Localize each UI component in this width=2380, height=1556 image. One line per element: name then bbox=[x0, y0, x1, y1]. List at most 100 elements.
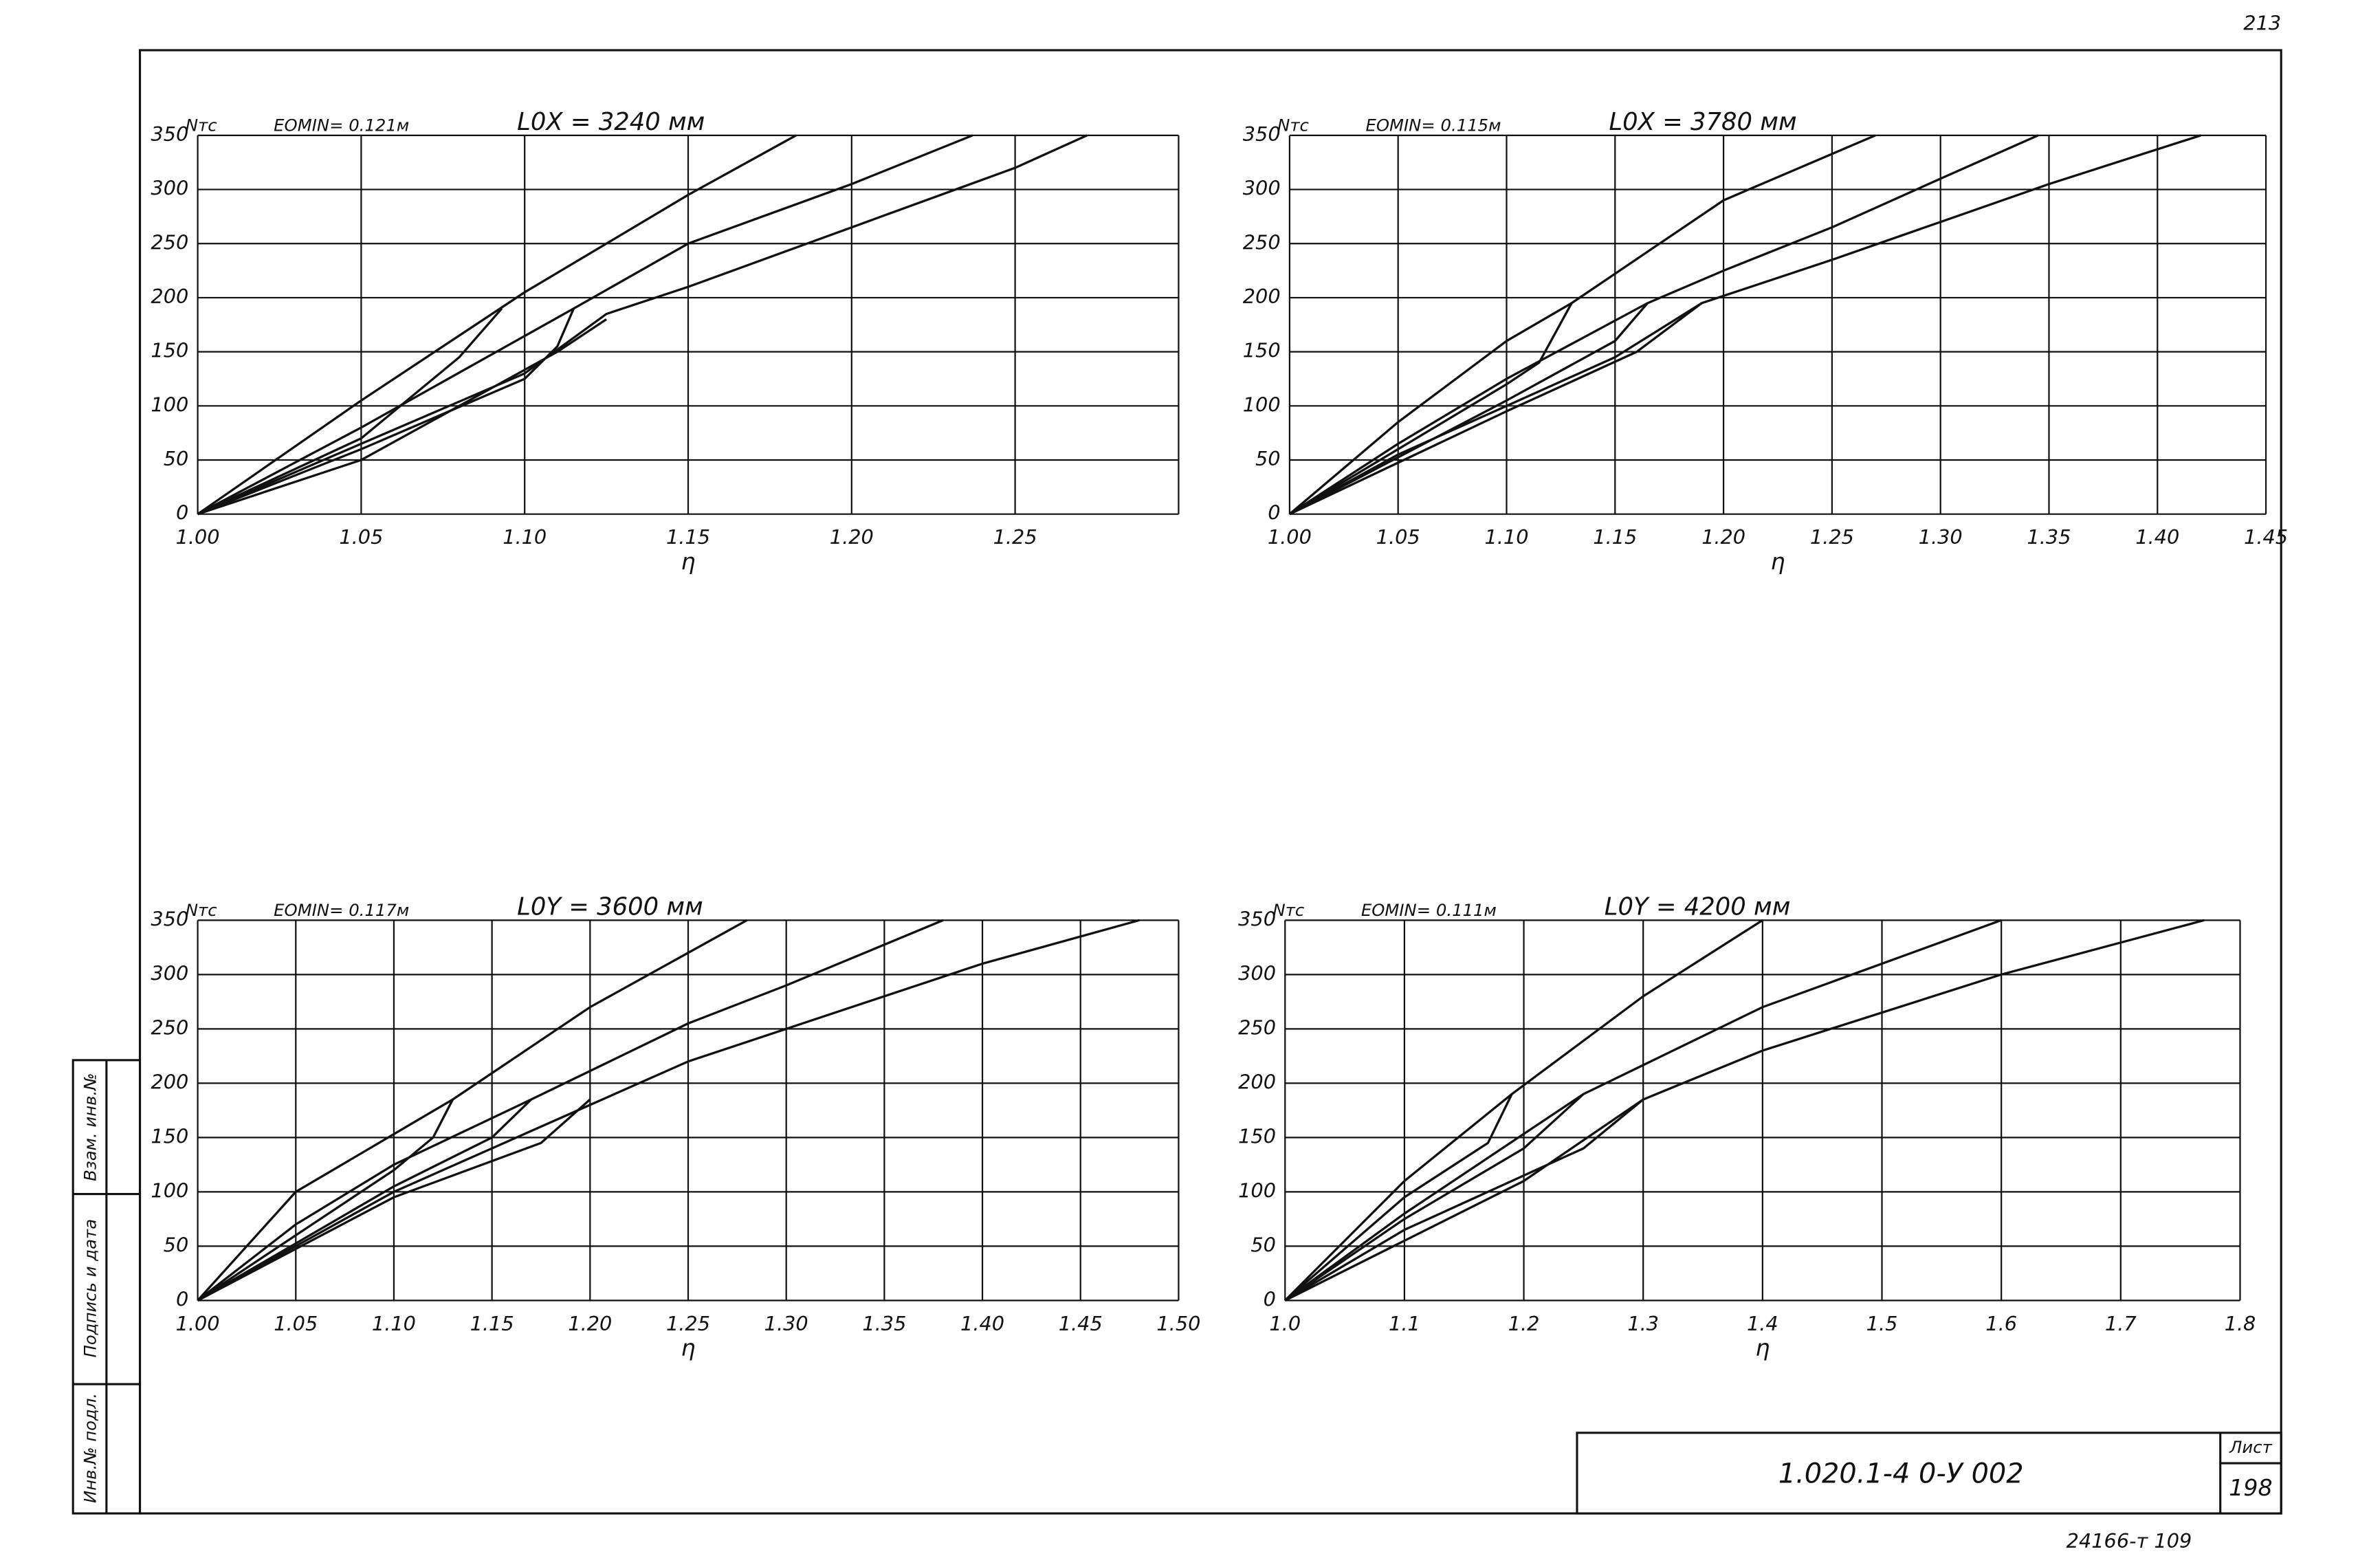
x-axis-label: η bbox=[1755, 1335, 1770, 1361]
x-tick-label: 1.25 bbox=[666, 1312, 710, 1335]
curve bbox=[197, 134, 973, 516]
x-tick-label: 1.40 bbox=[960, 1312, 1004, 1335]
y-tick-label: 200 bbox=[151, 1070, 188, 1093]
x-tick-label: 1.05 bbox=[339, 525, 383, 549]
y-axis-label: Nтс bbox=[186, 900, 217, 920]
curve bbox=[1284, 1093, 1585, 1302]
y-tick-label: 0 bbox=[1268, 501, 1280, 525]
x-tick-label: 1.20 bbox=[1701, 525, 1745, 549]
y-tick-label: 150 bbox=[151, 1124, 188, 1148]
curve bbox=[1289, 302, 1703, 516]
y-tick-label: 50 bbox=[1250, 1233, 1276, 1256]
y-tick-label: 150 bbox=[1238, 1124, 1276, 1148]
y-tick-label: 0 bbox=[1264, 1287, 1276, 1311]
curve bbox=[1289, 303, 1573, 516]
y-tick-label: 100 bbox=[1238, 1179, 1276, 1202]
chart-subtitle: EOMIN= 0.111м bbox=[1361, 900, 1497, 920]
x-tick-label: 1.05 bbox=[274, 1312, 318, 1335]
title-block bbox=[1576, 1432, 2282, 1515]
x-tick-label: 1.30 bbox=[764, 1312, 808, 1335]
chart-subtitle: EOMIN= 0.115м bbox=[1366, 116, 1501, 135]
x-tick-label: 1.7 bbox=[2105, 1312, 2137, 1335]
curve bbox=[197, 919, 748, 1302]
y-tick-label: 250 bbox=[1238, 1016, 1276, 1039]
y-tick-label: 300 bbox=[1238, 961, 1276, 985]
x-tick-label: 1.8 bbox=[2225, 1312, 2256, 1335]
x-tick-label: 1.45 bbox=[2244, 525, 2288, 549]
y-tick-label: 350 bbox=[1238, 907, 1276, 930]
chart-title: L0Y = 4200 мм bbox=[1605, 893, 1791, 921]
y-tick-label: 200 bbox=[151, 285, 188, 308]
x-axis-label: η bbox=[1770, 548, 1785, 575]
stamp-label: Взам. инв.№ bbox=[80, 1073, 100, 1181]
chart-title: L0X = 3240 мм bbox=[517, 108, 705, 136]
footer-code: 24166-т 109 bbox=[2067, 1529, 2192, 1553]
y-tick-label: 50 bbox=[1255, 447, 1281, 470]
x-tick-label: 1.00 bbox=[176, 525, 220, 549]
x-tick-label: 1.10 bbox=[503, 525, 547, 549]
x-tick-label: 1.45 bbox=[1059, 1312, 1103, 1335]
curve bbox=[197, 134, 1088, 516]
curve bbox=[197, 308, 575, 516]
x-tick-label: 1.15 bbox=[666, 525, 710, 549]
x-tick-label: 1.15 bbox=[470, 1312, 514, 1335]
y-tick-label: 300 bbox=[1243, 177, 1281, 200]
x-tick-label: 1.35 bbox=[2027, 525, 2071, 549]
sheet-number: 198 bbox=[2229, 1474, 2272, 1501]
drawing-code: 1.020.1-4 0-У 002 bbox=[1778, 1458, 2024, 1489]
y-tick-label: 250 bbox=[1243, 230, 1281, 254]
chart-subtitle: EOMIN= 0.117м bbox=[274, 900, 409, 920]
curve bbox=[197, 919, 944, 1302]
x-tick-label: 1.15 bbox=[1593, 525, 1637, 549]
x-tick-label: 1.4 bbox=[1747, 1312, 1778, 1335]
x-tick-label: 1.25 bbox=[993, 525, 1037, 549]
sheet-label: Лист bbox=[2229, 1437, 2272, 1457]
y-tick-label: 50 bbox=[164, 1233, 189, 1256]
x-tick-label: 1.00 bbox=[1268, 525, 1312, 549]
x-tick-label: 1.20 bbox=[568, 1312, 612, 1335]
x-axis-label: η bbox=[681, 548, 695, 575]
curve bbox=[197, 1098, 532, 1302]
curve bbox=[197, 134, 797, 516]
y-tick-label: 350 bbox=[151, 907, 188, 930]
y-tick-label: 300 bbox=[151, 177, 188, 200]
curve bbox=[1284, 919, 2002, 1302]
curve bbox=[197, 919, 1140, 1302]
y-axis-label: Nтс bbox=[186, 116, 217, 135]
x-tick-label: 1.3 bbox=[1627, 1312, 1659, 1335]
y-tick-label: 0 bbox=[176, 501, 188, 525]
curve bbox=[1288, 134, 2039, 516]
curve bbox=[1289, 302, 1649, 516]
y-tick-label: 0 bbox=[176, 1287, 188, 1311]
curve bbox=[1288, 134, 1876, 515]
y-tick-label: 200 bbox=[1243, 285, 1281, 308]
sheet-frame bbox=[138, 49, 2282, 1515]
y-tick-label: 150 bbox=[151, 339, 188, 362]
x-tick-label: 1.2 bbox=[1508, 1312, 1540, 1335]
x-tick-label: 1.10 bbox=[372, 1312, 416, 1335]
y-tick-label: 350 bbox=[1243, 122, 1281, 146]
x-tick-label: 1.05 bbox=[1376, 525, 1420, 549]
curve bbox=[1284, 1093, 1513, 1302]
curve bbox=[197, 318, 608, 516]
curve bbox=[197, 307, 503, 516]
x-tick-label: 1.6 bbox=[1985, 1312, 2017, 1335]
y-axis-label: Nтс bbox=[1277, 116, 1309, 135]
y-tick-label: 100 bbox=[1243, 393, 1281, 416]
y-tick-label: 200 bbox=[1238, 1070, 1276, 1093]
chart-title: L0Y = 3600 мм bbox=[517, 893, 703, 921]
x-tick-label: 1.20 bbox=[830, 525, 874, 549]
x-tick-label: 1.1 bbox=[1389, 1312, 1420, 1335]
curve bbox=[1284, 919, 2205, 1302]
y-tick-label: 350 bbox=[151, 122, 188, 146]
x-tick-label: 1.25 bbox=[1810, 525, 1854, 549]
curve bbox=[197, 1098, 591, 1302]
x-tick-label: 1.35 bbox=[862, 1312, 906, 1335]
y-tick-label: 150 bbox=[1243, 339, 1281, 362]
x-tick-label: 1.00 bbox=[176, 1312, 220, 1335]
stamp-label: Инв.№ подл. bbox=[80, 1393, 100, 1503]
y-axis-label: Nтс bbox=[1273, 900, 1305, 920]
page-number: 213 bbox=[2243, 11, 2281, 34]
x-tick-label: 1.50 bbox=[1156, 1312, 1200, 1335]
